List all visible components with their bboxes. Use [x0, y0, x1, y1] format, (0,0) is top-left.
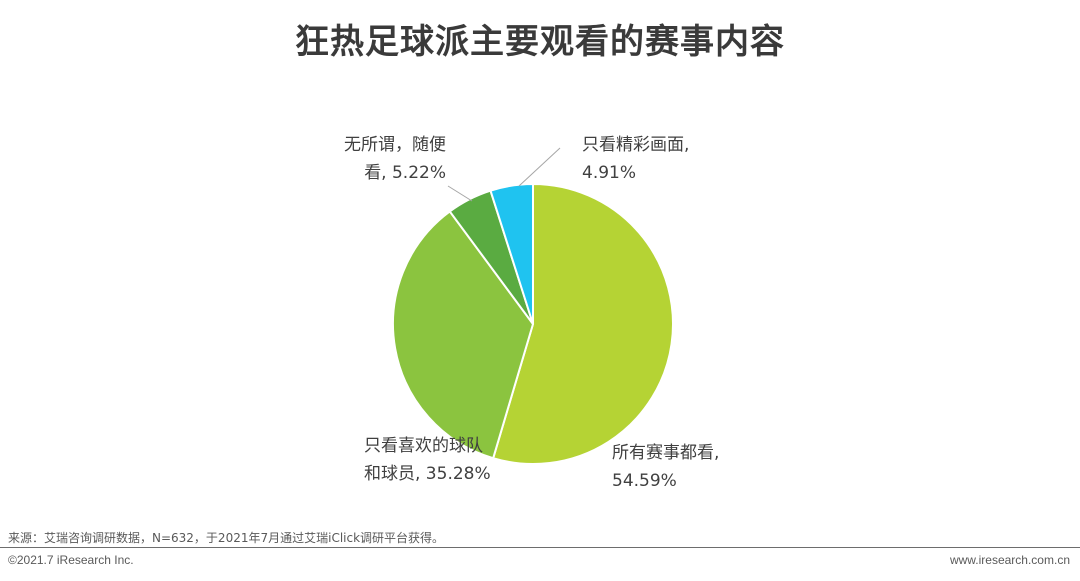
slice-label-line: 只看喜欢的球队	[364, 436, 483, 456]
slice-label-line: 和球员, 35.28%	[364, 464, 491, 484]
footer-divider	[0, 547, 1080, 548]
slice-highlights	[489, 182, 534, 325]
slice-favorite-team	[392, 210, 535, 460]
slice-label-line: 看, 5.22%	[364, 163, 446, 183]
slice-all-matches	[491, 182, 674, 465]
leader-line	[447, 185, 473, 202]
slice-label: 只看精彩画面, 4.91%	[582, 135, 689, 183]
slice-label: 无所谓，随便看, 5.22%	[344, 135, 446, 183]
slice-label-line: 4.91%	[582, 163, 636, 183]
slice-label-line: 无所谓，随便	[344, 135, 446, 155]
slice-label-line: 只看精彩画面,	[582, 135, 689, 155]
website-text: www.iresearch.com.cn	[949, 553, 1070, 567]
source-note: 来源：艾瑞咨询调研数据，N=632，于2021年7月通过艾瑞iClick调研平台…	[8, 531, 445, 545]
slice-label: 只看喜欢的球队和球员, 35.28%	[364, 436, 491, 484]
slice-label-line: 所有赛事都看,	[612, 442, 719, 463]
slice-label-line: 54.59%	[612, 471, 677, 491]
copyright-text: ©2021.7 iResearch Inc.	[8, 553, 134, 567]
slice-label: 所有赛事都看, 54.59%	[612, 442, 719, 491]
leader-line	[518, 147, 561, 187]
chart-title: 狂热足球派主要观看的赛事内容	[295, 22, 785, 62]
